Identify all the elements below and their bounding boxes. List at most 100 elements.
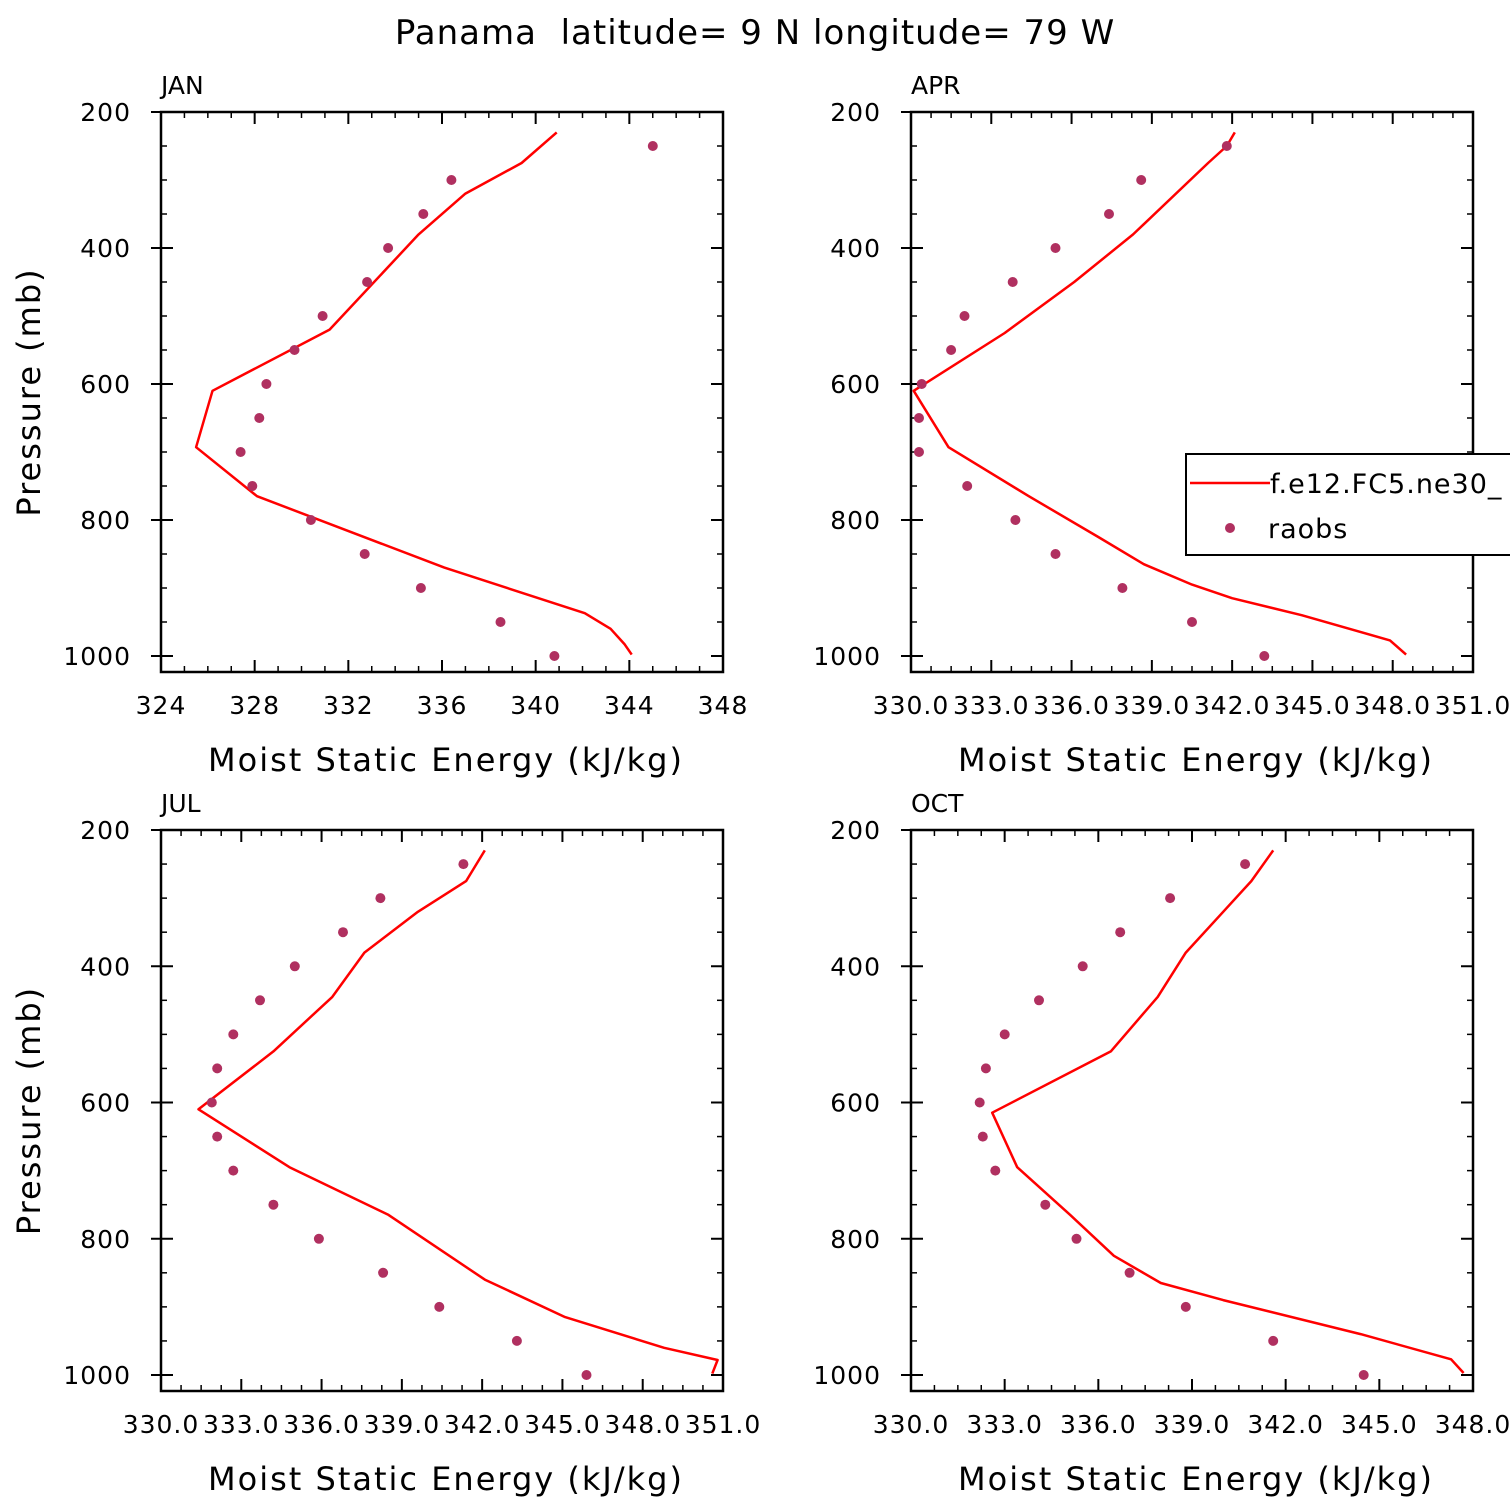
raobs-point	[959, 311, 970, 321]
x-tick-label: 345.0	[1274, 691, 1351, 720]
raobs-point	[359, 549, 370, 559]
x-tick-label: 340	[510, 691, 561, 720]
raobs-point	[1124, 1267, 1135, 1278]
y-tick-label: 1000	[813, 1361, 881, 1390]
figure-title: Panama latitude= 9 N longitude= 79 W	[395, 13, 1115, 53]
raobs-point	[1034, 995, 1044, 1006]
raobs-point	[1077, 961, 1088, 972]
raobs-point	[1240, 859, 1251, 870]
panel-month-label: JUL	[159, 789, 201, 818]
plot-frame	[159, 110, 725, 674]
raobs-point	[1221, 141, 1232, 151]
x-tick-label: 342.0	[1194, 691, 1271, 720]
raobs-point	[289, 961, 300, 972]
raobs-point	[1268, 1335, 1279, 1346]
raobs-point	[418, 209, 429, 219]
x-tick-label: 336.0	[283, 1410, 360, 1439]
panel-oct: OCT 330.0 333.0 336.0 339.0 342.0 345.0 348.0 20…	[813, 789, 1510, 1498]
raobs-point	[999, 1029, 1010, 1040]
raobs-point	[1165, 893, 1176, 904]
x-tick-label: 330.0	[873, 1410, 950, 1439]
raobs-point	[1040, 1199, 1051, 1210]
y-axis-label: Pressure (mb)	[10, 986, 48, 1235]
x-tick-label: 336.0	[1033, 691, 1110, 720]
legend-box	[1185, 453, 1510, 556]
raobs-point	[362, 277, 373, 287]
raobs-point	[946, 345, 957, 355]
raobs-point	[962, 481, 973, 491]
raobs-point	[916, 379, 927, 389]
raobs-point	[1115, 927, 1126, 938]
y-tick-label: 800	[80, 506, 131, 535]
x-tick-label: 348.0	[604, 1410, 681, 1439]
x-tick-label: 344	[604, 691, 655, 720]
raobs-point	[1050, 243, 1061, 253]
raobs-point	[974, 1097, 985, 1108]
y-tick-label: 200	[80, 98, 131, 127]
raobs-point	[247, 481, 258, 491]
raobs-point	[1136, 175, 1147, 185]
raobs-point	[305, 515, 316, 525]
model-profile-line	[990, 849, 1465, 1374]
x-axis-label: Moist Static Energy (kJ/kg)	[208, 1460, 684, 1498]
raobs-point	[255, 995, 265, 1006]
panel-jan: JAN 324 328 332 336 340 344 348 200 400 600 800 1000…	[10, 71, 749, 779]
x-axis-label: Moist Static Energy (kJ/kg)	[958, 1460, 1434, 1498]
x-tick-label: 351.0	[685, 1410, 762, 1439]
panel-jul: JUL 330.0 333.0 336.0 339.0 342.0 345.0 348.0 35…	[10, 789, 762, 1498]
y-tick-label: 1000	[63, 642, 131, 671]
legend: f.e12.FC5.ne30_ raobs	[1185, 453, 1510, 556]
raobs-point	[495, 617, 506, 627]
raobs-point	[458, 859, 469, 870]
raobs-point	[581, 1370, 592, 1380]
x-tick-label: 336	[417, 691, 468, 720]
raobs-point	[1071, 1233, 1082, 1244]
plot-frame	[909, 110, 1475, 674]
panel-month-label: JAN	[159, 71, 204, 100]
x-tick-label: 333.0	[203, 1410, 280, 1439]
x-tick-label: 324	[136, 691, 187, 720]
x-tick-label: 330.0	[123, 1410, 200, 1439]
panel-month-label: APR	[911, 71, 961, 100]
y-tick-label: 400	[830, 234, 881, 263]
x-tick-label: 348.0	[1435, 1410, 1510, 1439]
raobs-point	[228, 1165, 239, 1176]
x-tick-label: 345.0	[524, 1410, 601, 1439]
raobs-point	[228, 1029, 239, 1040]
raobs-point	[1358, 1370, 1369, 1380]
raobs-point	[254, 413, 265, 423]
y-tick-label: 200	[830, 816, 881, 845]
raobs-point	[647, 141, 658, 151]
raobs-point	[980, 1063, 991, 1074]
y-axis-label: Pressure (mb)	[10, 267, 48, 516]
raobs-point	[511, 1335, 522, 1346]
legend-obs-marker	[1225, 523, 1235, 533]
raobs-point	[313, 1233, 324, 1244]
model-profile-line	[194, 131, 633, 656]
x-tick-label: 332	[323, 691, 374, 720]
x-tick-label: 345.0	[1341, 1410, 1418, 1439]
y-tick-label: 800	[80, 1225, 131, 1254]
raobs-point	[446, 175, 457, 185]
raobs-point	[415, 583, 426, 593]
raobs-point	[378, 1267, 389, 1278]
x-axis-label: Moist Static Energy (kJ/kg)	[208, 741, 684, 779]
y-tick-label: 200	[80, 816, 131, 845]
raobs-point	[383, 243, 394, 253]
raobs-point	[1007, 277, 1018, 287]
raobs-point	[1259, 651, 1270, 661]
raobs-point	[338, 927, 348, 938]
y-tick-label: 600	[80, 370, 131, 399]
x-tick-label: 348.0	[1354, 691, 1431, 720]
x-tick-label: 348	[698, 691, 749, 720]
raobs-point	[549, 651, 560, 661]
x-tick-label: 339.0	[364, 1410, 441, 1439]
y-tick-label: 600	[80, 1089, 131, 1118]
legend-obs-label: raobs	[1268, 514, 1348, 545]
raobs-point	[212, 1131, 223, 1142]
y-tick-label: 800	[830, 1225, 881, 1254]
panel-apr: APR 330.0 333.0 336.0 339.0 342.0 345.0 348.0 35…	[813, 71, 1510, 779]
y-tick-label: 200	[830, 98, 881, 127]
y-tick-label: 400	[80, 952, 131, 981]
